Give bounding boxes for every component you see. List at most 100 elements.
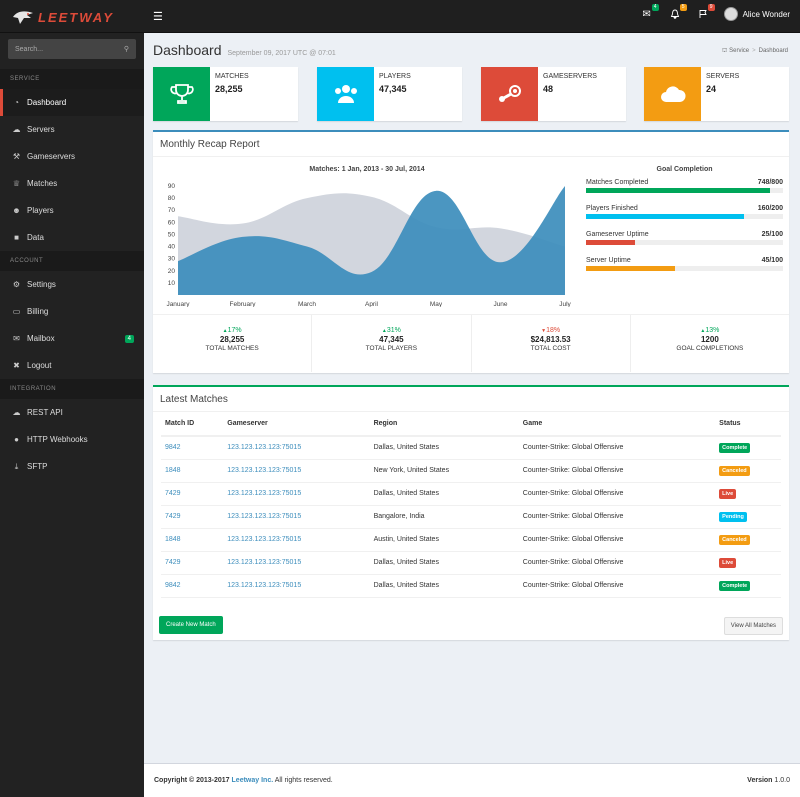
flag-icon[interactable]: 9	[696, 4, 715, 21]
sidebar-item-logout[interactable]: ✖ Logout	[0, 352, 144, 379]
info-box-value: 28,255	[215, 84, 243, 94]
sidebar-item-sftp[interactable]: ⤓ SFTP	[0, 453, 144, 480]
credit-card-icon: ▭	[12, 307, 21, 316]
sidebar-item-label: Settings	[27, 280, 56, 289]
sidebar-item-settings[interactable]: ⚙ Settings	[0, 271, 144, 298]
info-box-label: GAMESERVERS	[543, 73, 597, 80]
bell-icon[interactable]: 5	[668, 4, 687, 21]
status-cell: Live	[715, 551, 781, 575]
version-label: Version	[747, 777, 773, 784]
y-tick-label: 50	[168, 231, 176, 238]
status-cell: Canceled	[715, 459, 781, 483]
sidebar-item-billing[interactable]: ▭ Billing	[0, 298, 144, 325]
goal-value: 160/200	[757, 205, 783, 212]
stat-label: TOTAL PLAYERS	[365, 345, 418, 352]
info-box-label: SERVERS	[706, 73, 740, 80]
gameserver-link[interactable]: 123.123.123.123:75015	[223, 528, 370, 552]
sidebar-item-servers[interactable]: ☁ Servers	[0, 116, 144, 143]
match-id-link[interactable]: 9842	[161, 574, 224, 598]
recap-title: Monthly Recap Report	[153, 132, 789, 157]
cloud-icon	[644, 67, 701, 121]
x-tick-label: July	[559, 301, 571, 307]
match-id-link[interactable]: 1848	[161, 459, 224, 483]
match-id-link[interactable]: 7429	[161, 551, 224, 575]
caret-up-icon: ▲	[222, 328, 228, 334]
sidebar-item-players[interactable]: ☻ Players	[0, 197, 144, 224]
matches-title: Latest Matches	[153, 387, 789, 412]
status-badge: Canceled	[719, 534, 750, 545]
goal-item: Players Finished 160/200	[586, 205, 783, 219]
sidebar-item-dashboard[interactable]: ◔ Dashboard	[0, 89, 144, 116]
breadcrumb-service[interactable]: Service	[729, 48, 750, 54]
home-icon: ⛫	[721, 48, 728, 54]
game-cell: Counter-Strike: Global Offensive	[518, 528, 716, 552]
page-title: Dashboard	[153, 42, 222, 58]
goal-label: Matches Completed	[586, 179, 649, 186]
chart-title: Matches: 1 Jan, 2013 - 30 Jul, 2014	[309, 166, 425, 173]
match-id-link[interactable]: 9842	[161, 436, 224, 460]
globe-icon: ●	[14, 435, 19, 444]
goal-progress-fill	[586, 240, 636, 245]
matches-table: Match ID Gameserver Region Game Status 9842 1…	[161, 412, 781, 598]
copyright: Copyright © 2013-2017 Leetway Inc. All r…	[154, 777, 333, 784]
info-box-gameservers: GAMESERVERS 48	[481, 67, 626, 121]
section-integration: INTEGRATION	[0, 379, 144, 399]
gameserver-link[interactable]: 123.123.123.123:75015	[223, 551, 370, 575]
view-all-matches-button[interactable]: View All Matches	[723, 617, 783, 635]
search-placeholder: Search...	[15, 45, 44, 53]
gameserver-link[interactable]: 123.123.123.123:75015	[223, 505, 370, 529]
goal-value: 748/800	[757, 179, 783, 186]
region-cell: Dallas, United States	[369, 436, 519, 460]
table-row: 7429 123.123.123.123:75015 Dallas, United …	[161, 551, 781, 575]
create-new-match-button[interactable]: Create New Match	[159, 616, 223, 634]
y-tick-label: 60	[168, 219, 176, 226]
sidebar-item-label: REST API	[27, 408, 63, 417]
status-badge: Live	[719, 557, 737, 568]
sidebar-search-input[interactable]: Search... ⚲	[8, 39, 136, 59]
sidebar-item-http-webhooks[interactable]: ● HTTP Webhooks	[0, 426, 144, 453]
sidebar-item-data[interactable]: ■ Data	[0, 224, 144, 251]
y-tick-label: 80	[168, 195, 176, 202]
mail-icon[interactable]: ✉ 4	[642, 4, 659, 20]
sidebar-item-gameservers[interactable]: ⚒ Gameservers	[0, 143, 144, 170]
stat-percent-value: 31%	[386, 327, 401, 334]
goal-item: Matches Completed 748/800	[586, 179, 783, 193]
y-tick-label: 40	[168, 244, 176, 251]
logo[interactable]: LEETWAY	[12, 7, 114, 27]
status-cell: Live	[715, 482, 781, 506]
stat-percent: ▲17%	[153, 327, 311, 334]
copyright-suffix: All rights reserved.	[274, 777, 333, 784]
game-cell: Counter-Strike: Global Offensive	[518, 436, 716, 460]
match-id-link[interactable]: 7429	[161, 505, 224, 529]
info-box-value: 48	[543, 84, 554, 94]
stat-percent-value: 17%	[227, 327, 242, 334]
copyright-prefix: Copyright © 2013-2017	[154, 777, 230, 784]
x-tick-label: May	[430, 301, 443, 307]
folder-icon: ■	[14, 233, 19, 242]
gameserver-link[interactable]: 123.123.123.123:75015	[223, 436, 370, 460]
version: Version 1.0.0	[747, 777, 790, 784]
match-id-link[interactable]: 1848	[161, 528, 224, 552]
stat-percent: ▼18%	[472, 327, 630, 334]
status-cell: Complete	[715, 436, 781, 460]
user-menu[interactable]: Alice Wonder	[723, 7, 790, 21]
gameserver-link[interactable]: 123.123.123.123:75015	[223, 574, 370, 598]
section-account: ACCOUNT	[0, 251, 144, 271]
gameserver-link[interactable]: 123.123.123.123:75015	[223, 482, 370, 506]
match-id-link[interactable]: 7429	[161, 482, 224, 506]
trophy-icon	[153, 67, 210, 121]
company-link[interactable]: Leetway Inc.	[231, 777, 274, 784]
stat-total-players: ▲31% 47,345 TOTAL PLAYERS	[312, 315, 472, 372]
sidebar-item-mailbox[interactable]: ✉ Mailbox 4	[0, 325, 144, 352]
sidebar-toggle-icon[interactable]: ☰	[153, 11, 163, 23]
envelope-icon: ✉	[13, 334, 20, 343]
gameserver-link[interactable]: 123.123.123.123:75015	[223, 459, 370, 483]
sidebar-item-matches[interactable]: ♕ Matches	[0, 170, 144, 197]
top-navbar: LEETWAY ☰ ✉ 4 5 9 Alice Wonder	[0, 0, 800, 33]
stat-percent-value: 13%	[705, 327, 720, 334]
goal-progress-fill	[586, 214, 744, 219]
sidebar-item-rest-api[interactable]: ☁ REST API	[0, 399, 144, 426]
search-icon[interactable]: ⚲	[123, 46, 129, 53]
goal-item: Server Uptime 45/100	[586, 257, 783, 271]
status-cell: Pending	[715, 505, 781, 529]
